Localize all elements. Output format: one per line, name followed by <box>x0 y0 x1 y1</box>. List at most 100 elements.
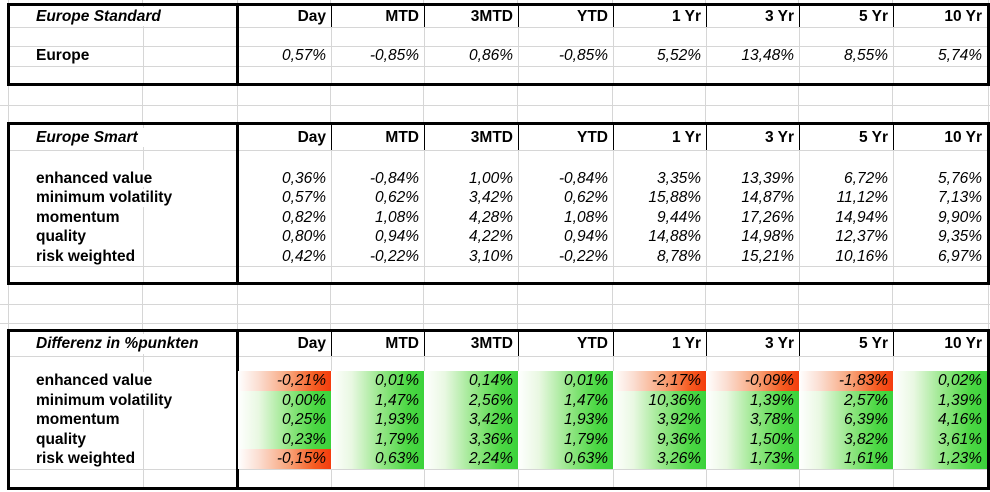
value-cell[interactable]: 3,26% <box>613 449 706 469</box>
value-cell[interactable]: 1,93% <box>518 410 613 430</box>
column-header-3mtd[interactable]: 3MTD <box>424 332 518 356</box>
column-header-day[interactable]: Day <box>297 128 326 146</box>
value-cell[interactable]: -0,84% <box>558 169 608 187</box>
row-label-cell[interactable]: risk weighted <box>10 449 238 469</box>
value-cell[interactable]: -2,17% <box>613 371 706 391</box>
value-cell[interactable]: 6,39% <box>799 410 893 430</box>
value-cell[interactable]: -0,15% <box>238 449 331 469</box>
value-cell[interactable]: 3,36% <box>424 429 518 450</box>
value-cell[interactable]: 1,79% <box>518 429 613 450</box>
value-cell[interactable]: 1,47% <box>518 390 613 411</box>
value-cell[interactable]: 14,94% <box>835 208 888 226</box>
row-label-cell[interactable]: enhanced value <box>10 371 238 391</box>
column-header-10yr[interactable]: 10 Yr <box>893 6 987 27</box>
value-cell[interactable]: 0,00% <box>238 390 331 411</box>
value-cell[interactable]: -0,21% <box>238 371 331 391</box>
value-cell[interactable]: 0,63% <box>518 449 613 469</box>
value-cell[interactable]: 1,50% <box>706 429 799 450</box>
value-cell[interactable]: 0,86% <box>469 47 513 65</box>
row-label-cell[interactable]: momentum <box>10 208 238 227</box>
column-header-3yr[interactable]: 3 Yr <box>706 125 799 150</box>
value-cell[interactable]: 6,72% <box>844 169 888 187</box>
value-cell[interactable]: 1,08% <box>564 208 608 226</box>
column-header-3mtd[interactable]: 3MTD <box>424 6 518 27</box>
value-cell[interactable]: 5,52% <box>657 47 701 65</box>
value-cell[interactable]: 3,10% <box>469 247 513 265</box>
value-cell[interactable]: 5,76% <box>938 169 982 187</box>
value-cell[interactable]: 14,88% <box>648 228 701 246</box>
value-cell[interactable]: 11,12% <box>836 189 888 207</box>
row-label-cell[interactable]: quality <box>10 227 238 246</box>
value-cell[interactable]: 0,02% <box>893 371 987 391</box>
value-cell[interactable]: 10,36% <box>613 390 706 411</box>
value-cell[interactable]: -0,85% <box>558 47 608 65</box>
value-cell[interactable]: -0,09% <box>706 371 799 391</box>
value-cell[interactable]: 1,00% <box>469 169 513 187</box>
column-header-ytd[interactable]: YTD <box>518 125 613 150</box>
column-header-mtd[interactable]: MTD <box>331 125 424 150</box>
row-label-cell[interactable]: Europe <box>10 46 238 66</box>
value-cell[interactable]: 3,61% <box>893 429 987 450</box>
value-cell[interactable]: 5,74% <box>938 47 982 65</box>
value-cell[interactable]: 4,28% <box>469 208 513 226</box>
value-cell[interactable]: 4,22% <box>469 228 513 246</box>
value-cell[interactable]: 8,78% <box>657 247 701 265</box>
value-cell[interactable]: 0,62% <box>564 189 608 207</box>
value-cell[interactable]: -0,85% <box>369 47 419 65</box>
column-header-5yr[interactable]: 5 Yr <box>799 6 893 27</box>
column-header-3yr[interactable]: 3 Yr <box>706 332 799 356</box>
value-cell[interactable]: 0,23% <box>238 429 331 450</box>
value-cell[interactable]: 1,47% <box>331 390 424 411</box>
value-cell[interactable]: 0,57% <box>282 189 326 207</box>
value-cell[interactable]: 10,16% <box>835 247 888 265</box>
value-cell[interactable]: 0,82% <box>282 208 326 226</box>
value-cell[interactable]: 15,88% <box>648 189 701 207</box>
column-header-5yr[interactable]: 5 Yr <box>799 332 893 356</box>
value-cell[interactable]: 0,25% <box>238 410 331 430</box>
value-cell[interactable]: 0,80% <box>282 228 326 246</box>
value-cell[interactable]: 0,01% <box>518 371 613 391</box>
value-cell[interactable]: 0,57% <box>282 47 326 65</box>
column-header-day[interactable]: Day <box>297 7 326 25</box>
row-label-cell[interactable]: momentum <box>10 410 238 430</box>
value-cell[interactable]: 4,16% <box>893 410 987 430</box>
value-cell[interactable]: 14,87% <box>741 189 794 207</box>
value-cell[interactable]: 3,35% <box>657 169 701 187</box>
value-cell[interactable]: 0,36% <box>282 169 326 187</box>
row-label-cell[interactable]: risk weighted <box>10 247 238 266</box>
value-cell[interactable]: 2,57% <box>799 390 893 411</box>
column-header-3mtd[interactable]: 3MTD <box>424 125 518 150</box>
column-header-10yr[interactable]: 10 Yr <box>893 332 987 356</box>
table-title-cell[interactable]: Differenz in %punkten <box>10 332 238 356</box>
value-cell[interactable]: 6,97% <box>938 247 982 265</box>
value-cell[interactable]: 14,98% <box>741 228 794 246</box>
value-cell[interactable]: 3,42% <box>424 410 518 430</box>
value-cell[interactable]: 1,23% <box>893 449 987 469</box>
value-cell[interactable]: 8,55% <box>844 47 888 65</box>
value-cell[interactable]: 0,94% <box>375 228 419 246</box>
value-cell[interactable]: 3,78% <box>706 410 799 430</box>
value-cell[interactable]: -1,83% <box>799 371 893 391</box>
value-cell[interactable]: 3,82% <box>799 429 893 450</box>
value-cell[interactable]: 2,24% <box>424 449 518 469</box>
value-cell[interactable]: 0,94% <box>564 228 608 246</box>
value-cell[interactable]: 13,48% <box>741 47 794 65</box>
value-cell[interactable]: -0,22% <box>369 247 419 265</box>
column-header-mtd[interactable]: MTD <box>331 332 424 356</box>
column-header-ytd[interactable]: YTD <box>518 332 613 356</box>
value-cell[interactable]: 2,56% <box>424 390 518 411</box>
value-cell[interactable]: 0,63% <box>331 449 424 469</box>
column-header-1yr[interactable]: 1 Yr <box>613 6 706 27</box>
value-cell[interactable]: 17,26% <box>741 208 794 226</box>
column-header-ytd[interactable]: YTD <box>518 6 613 27</box>
table-title-cell[interactable]: Europe Smart <box>10 125 238 150</box>
value-cell[interactable]: -0,84% <box>369 169 419 187</box>
column-header-mtd[interactable]: MTD <box>331 6 424 27</box>
value-cell[interactable]: 9,90% <box>938 208 982 226</box>
value-cell[interactable]: 1,08% <box>375 208 419 226</box>
value-cell[interactable]: 1,79% <box>331 429 424 450</box>
value-cell[interactable]: 0,42% <box>282 247 326 265</box>
value-cell[interactable]: 3,92% <box>613 410 706 430</box>
row-label-cell[interactable]: minimum volatility <box>10 188 238 207</box>
row-label-cell[interactable]: enhanced value <box>10 169 238 188</box>
